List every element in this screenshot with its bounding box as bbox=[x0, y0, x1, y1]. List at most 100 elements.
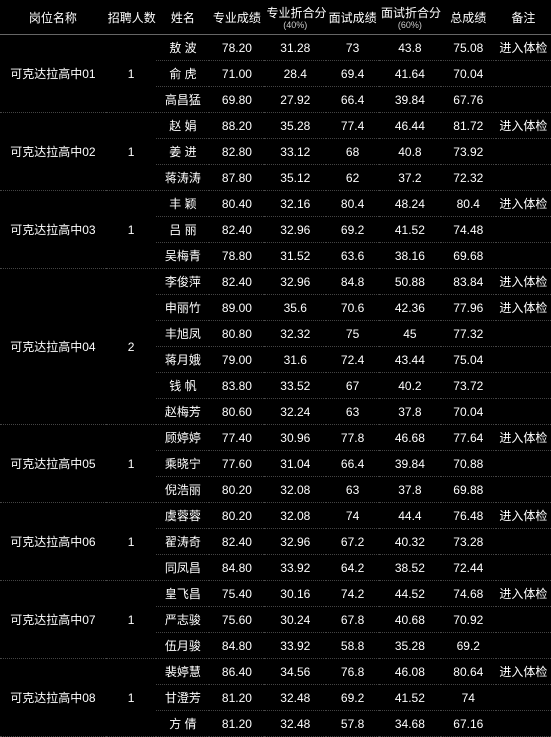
cell-note: 进入体检 bbox=[496, 581, 551, 607]
cell-zy40: 32.08 bbox=[264, 477, 326, 503]
cell-ms60: 34.68 bbox=[379, 711, 441, 737]
cell-ms60: 44.52 bbox=[379, 581, 441, 607]
col-ms60: 面试折合分(60%) bbox=[379, 0, 441, 35]
table-row: 可克达拉高中051顾婷婷77.4030.9677.846.6877.64进入体检 bbox=[0, 425, 551, 451]
cell-total: 75.04 bbox=[441, 347, 496, 373]
cell-total: 70.92 bbox=[441, 607, 496, 633]
cell-ms60: 38.52 bbox=[379, 555, 441, 581]
col-count: 招聘人数 bbox=[106, 0, 157, 35]
cell-ms60: 43.8 bbox=[379, 35, 441, 61]
table-row: 可克达拉高中042李俊萍82.4032.9684.850.8883.84进入体检 bbox=[0, 269, 551, 295]
col-note: 备注 bbox=[496, 0, 551, 35]
cell-zy: 71.00 bbox=[209, 61, 264, 87]
cell-ms60: 42.36 bbox=[379, 295, 441, 321]
cell-zy40: 33.92 bbox=[264, 555, 326, 581]
cell-zy: 82.80 bbox=[209, 139, 264, 165]
cell-ms60: 41.52 bbox=[379, 685, 441, 711]
cell-zy40: 31.52 bbox=[264, 243, 326, 269]
cell-name: 俞 虎 bbox=[156, 61, 209, 87]
cell-total: 74.48 bbox=[441, 217, 496, 243]
cell-zy: 80.60 bbox=[209, 399, 264, 425]
table-row: 可克达拉高中021赵 娟88.2035.2877.446.4481.72进入体检 bbox=[0, 113, 551, 139]
cell-zy: 77.60 bbox=[209, 451, 264, 477]
cell-ms60: 40.68 bbox=[379, 607, 441, 633]
cell-total: 74.68 bbox=[441, 581, 496, 607]
cell-zy: 86.40 bbox=[209, 659, 264, 685]
cell-ms60: 37.8 bbox=[379, 477, 441, 503]
cell-note: 进入体检 bbox=[496, 295, 551, 321]
table-row: 可克达拉高中061虞蓉蓉80.2032.087444.476.48进入体检 bbox=[0, 503, 551, 529]
cell-note bbox=[496, 607, 551, 633]
cell-total: 77.64 bbox=[441, 425, 496, 451]
cell-name: 吴梅青 bbox=[156, 243, 209, 269]
cell-name: 翟涛奇 bbox=[156, 529, 209, 555]
cell-ms60: 41.52 bbox=[379, 217, 441, 243]
cell-ms: 69.2 bbox=[326, 217, 379, 243]
cell-ms: 75 bbox=[326, 321, 379, 347]
cell-total: 72.32 bbox=[441, 165, 496, 191]
cell-zy: 82.40 bbox=[209, 217, 264, 243]
cell-name: 姜 进 bbox=[156, 139, 209, 165]
cell-total: 73.72 bbox=[441, 373, 496, 399]
cell-zy40: 32.08 bbox=[264, 503, 326, 529]
cell-note bbox=[496, 347, 551, 373]
cell-zy40: 27.92 bbox=[264, 87, 326, 113]
cell-note bbox=[496, 165, 551, 191]
cell-total: 70.88 bbox=[441, 451, 496, 477]
cell-count: 2 bbox=[106, 269, 157, 425]
cell-ms60: 48.24 bbox=[379, 191, 441, 217]
cell-zy: 81.20 bbox=[209, 711, 264, 737]
cell-note bbox=[496, 555, 551, 581]
cell-ms60: 39.84 bbox=[379, 451, 441, 477]
cell-name: 赵 娟 bbox=[156, 113, 209, 139]
cell-ms60: 50.88 bbox=[379, 269, 441, 295]
cell-ms: 67.8 bbox=[326, 607, 379, 633]
cell-name: 严志骏 bbox=[156, 607, 209, 633]
cell-zy: 84.80 bbox=[209, 555, 264, 581]
cell-zy40: 31.6 bbox=[264, 347, 326, 373]
col-post: 岗位名称 bbox=[0, 0, 106, 35]
cell-zy: 83.80 bbox=[209, 373, 264, 399]
cell-total: 77.96 bbox=[441, 295, 496, 321]
cell-ms: 77.8 bbox=[326, 425, 379, 451]
cell-total: 70.04 bbox=[441, 399, 496, 425]
cell-note bbox=[496, 139, 551, 165]
cell-ms60: 40.32 bbox=[379, 529, 441, 555]
header-row: 岗位名称 招聘人数 姓名 专业成绩 专业折合分(40%) 面试成绩 面试折合分(… bbox=[0, 0, 551, 35]
cell-post: 可克达拉高中06 bbox=[0, 503, 106, 581]
cell-ms: 66.4 bbox=[326, 87, 379, 113]
cell-zy40: 30.24 bbox=[264, 607, 326, 633]
cell-total: 73.28 bbox=[441, 529, 496, 555]
cell-zy: 88.20 bbox=[209, 113, 264, 139]
cell-zy: 81.20 bbox=[209, 685, 264, 711]
cell-count: 1 bbox=[106, 503, 157, 581]
cell-ms: 57.8 bbox=[326, 711, 379, 737]
cell-name: 丰旭凤 bbox=[156, 321, 209, 347]
table-row: 可克达拉高中081裴婷慧86.4034.5676.846.0880.64进入体检 bbox=[0, 659, 551, 685]
cell-ms60: 44.4 bbox=[379, 503, 441, 529]
cell-note bbox=[496, 711, 551, 737]
cell-ms60: 40.8 bbox=[379, 139, 441, 165]
cell-total: 75.08 bbox=[441, 35, 496, 61]
cell-total: 70.04 bbox=[441, 61, 496, 87]
cell-zy40: 35.12 bbox=[264, 165, 326, 191]
cell-post: 可克达拉高中08 bbox=[0, 659, 106, 737]
cell-note: 进入体检 bbox=[496, 113, 551, 139]
cell-count: 1 bbox=[106, 581, 157, 659]
cell-ms60: 46.68 bbox=[379, 425, 441, 451]
cell-note: 进入体检 bbox=[496, 35, 551, 61]
cell-ms60: 43.44 bbox=[379, 347, 441, 373]
cell-note bbox=[496, 477, 551, 503]
cell-ms60: 46.08 bbox=[379, 659, 441, 685]
cell-post: 可克达拉高中04 bbox=[0, 269, 106, 425]
cell-zy40: 35.6 bbox=[264, 295, 326, 321]
cell-zy40: 33.12 bbox=[264, 139, 326, 165]
cell-zy40: 35.28 bbox=[264, 113, 326, 139]
cell-zy40: 32.96 bbox=[264, 217, 326, 243]
cell-note bbox=[496, 243, 551, 269]
cell-zy: 80.80 bbox=[209, 321, 264, 347]
table-row: 可克达拉高中071皇飞昌75.4030.1674.244.5274.68进入体检 bbox=[0, 581, 551, 607]
cell-count: 1 bbox=[106, 425, 157, 503]
cell-note bbox=[496, 321, 551, 347]
cell-ms: 63 bbox=[326, 477, 379, 503]
